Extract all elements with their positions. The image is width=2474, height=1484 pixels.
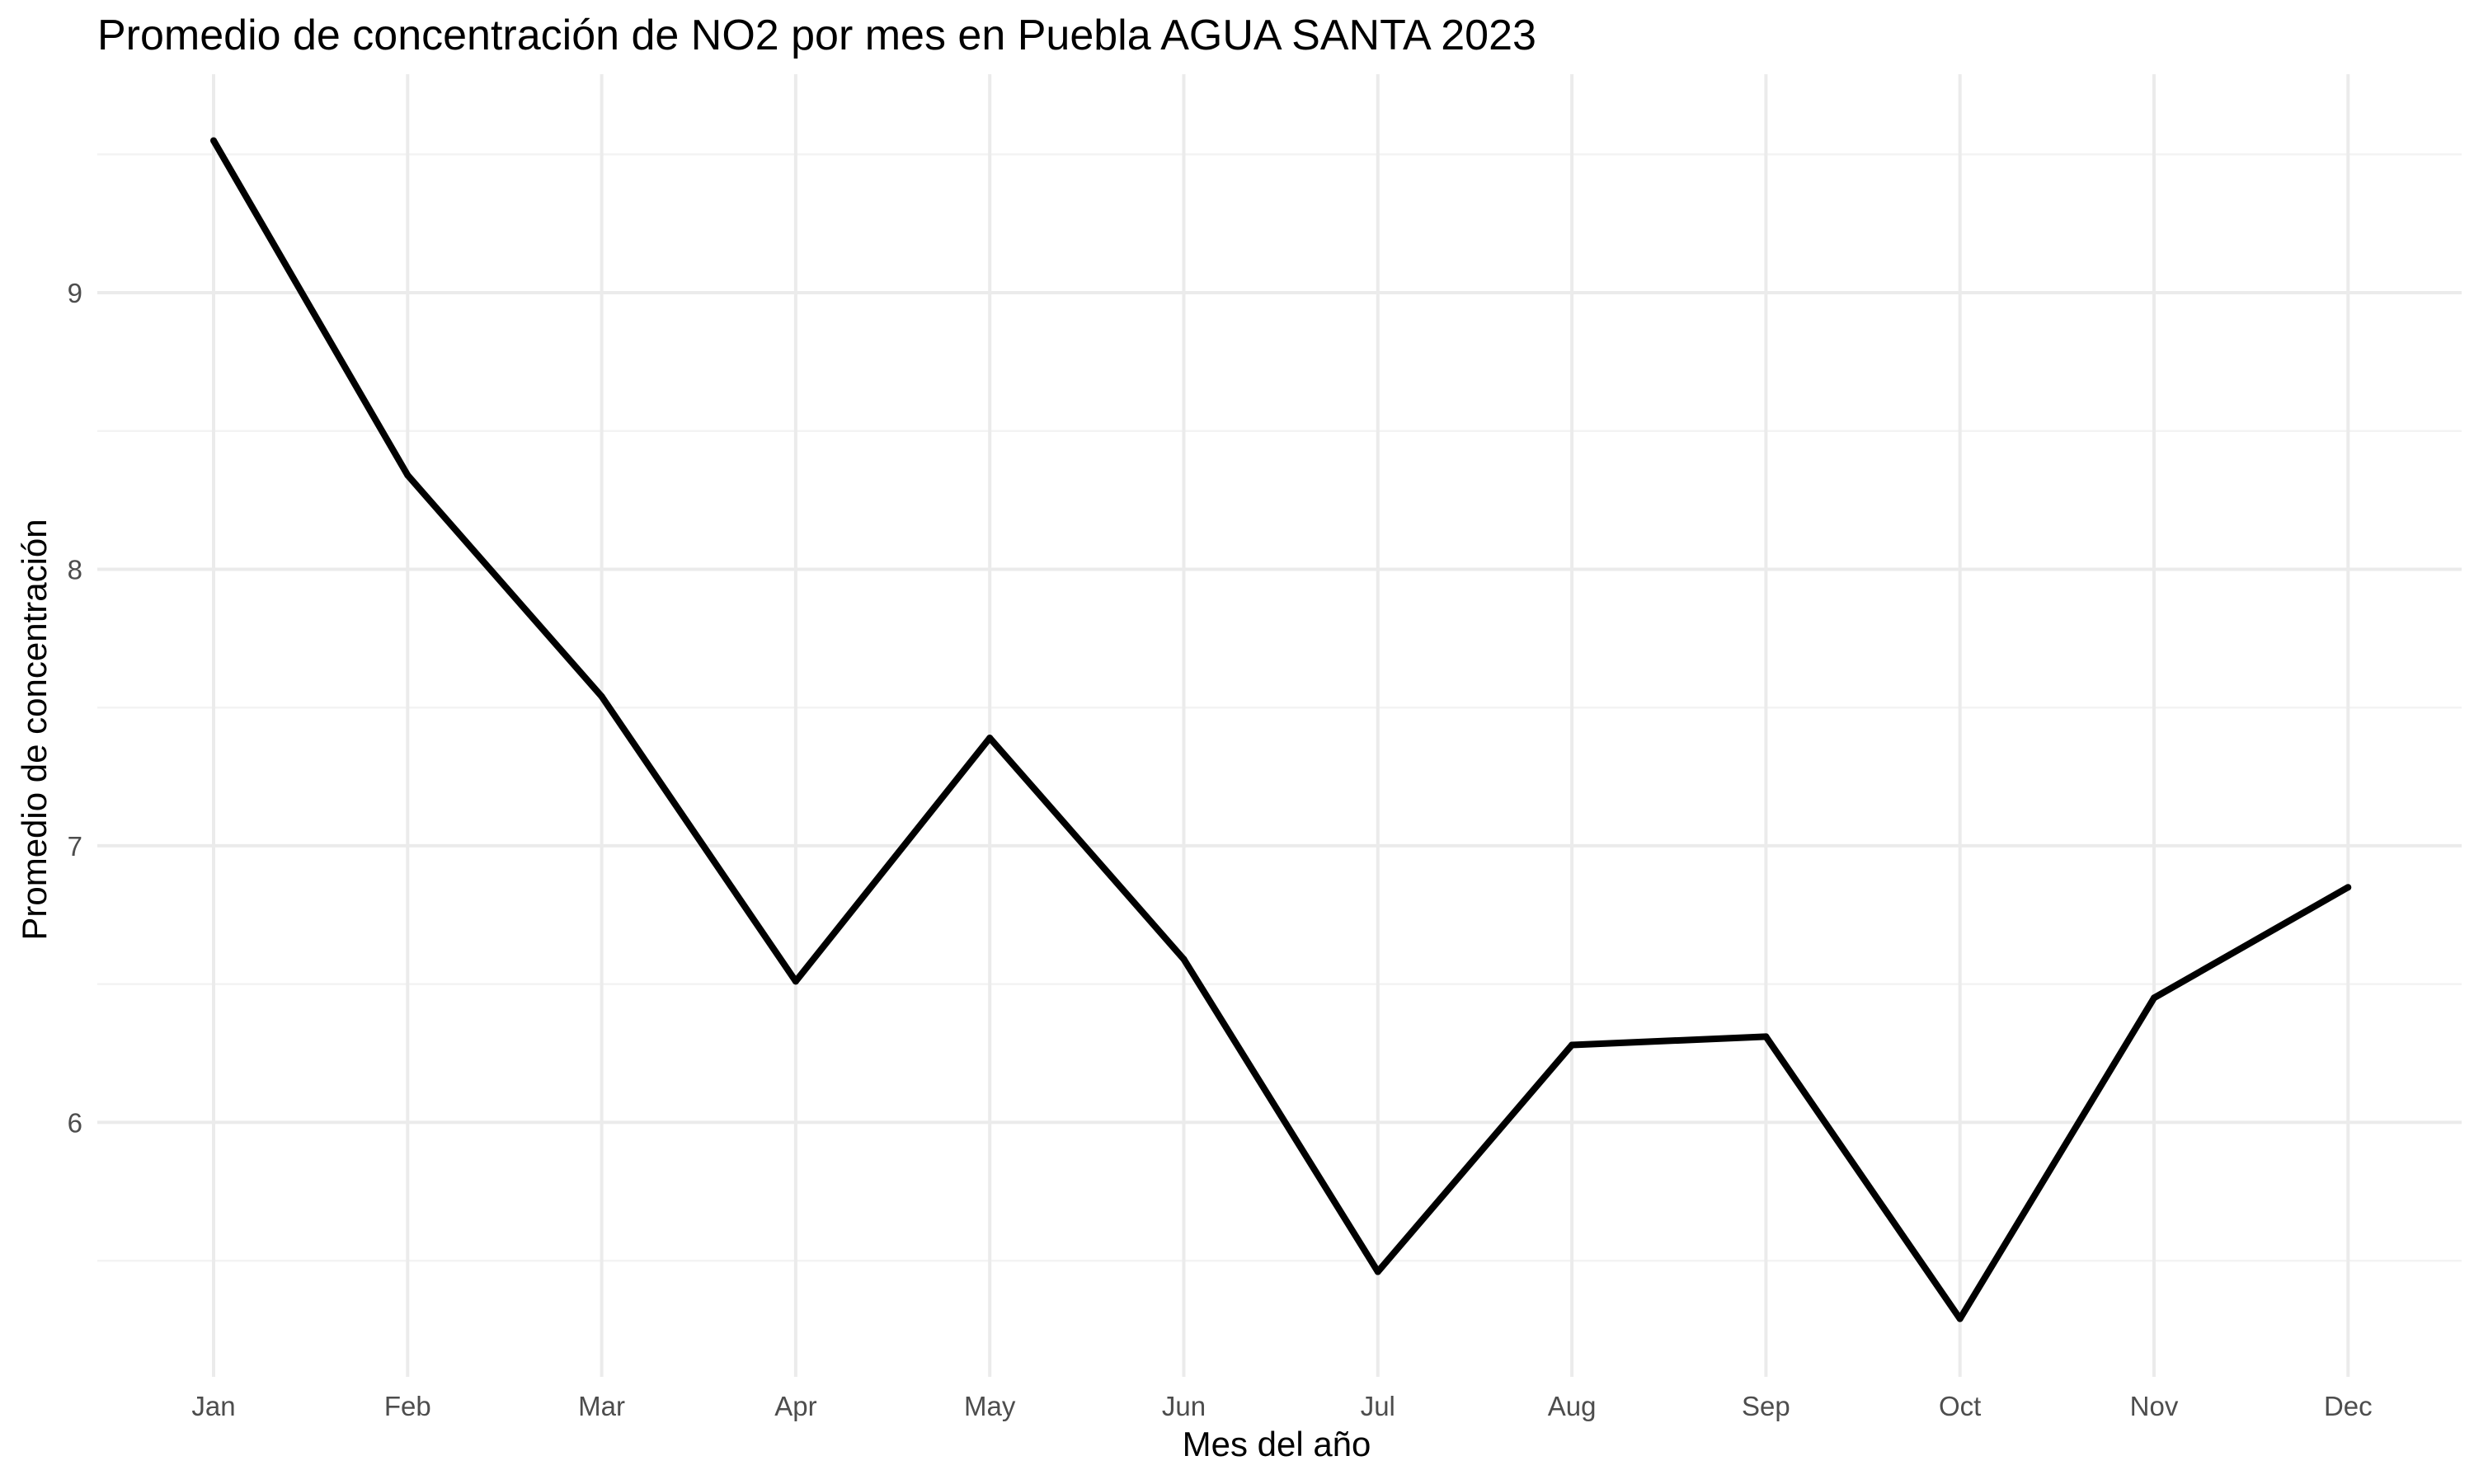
x-tick-label: Nov bbox=[2130, 1391, 2179, 1421]
data-point-aug bbox=[1569, 1041, 1576, 1049]
data-point-jan bbox=[210, 137, 217, 144]
x-axis-title: Mes del año bbox=[1183, 1425, 1371, 1463]
series-layer bbox=[210, 137, 2352, 1322]
x-tick-label: Jun bbox=[1162, 1391, 1206, 1421]
data-point-nov bbox=[2151, 994, 2157, 1002]
data-point-jul bbox=[1374, 1268, 1381, 1275]
x-tick-label: Sep bbox=[1742, 1391, 1790, 1421]
grid-layer bbox=[97, 74, 2462, 1377]
data-point-dec bbox=[2345, 884, 2352, 891]
y-tick-label: 9 bbox=[68, 278, 82, 308]
data-point-oct bbox=[1956, 1315, 1964, 1322]
x-tick-label: May bbox=[964, 1391, 1016, 1421]
x-tick-label: Jul bbox=[1361, 1391, 1395, 1421]
x-axis-tick-labels: Jan Feb Mar Apr May Jun Jul Aug Sep Oct Nov Dec bbox=[191, 1391, 2372, 1421]
data-point-sep bbox=[1762, 1033, 1770, 1040]
y-axis-tick-labels: 6 7 8 9 bbox=[68, 278, 82, 1138]
y-tick-label: 6 bbox=[68, 1107, 82, 1138]
chart-title: Promedio de concentración de NO2 por mes… bbox=[97, 12, 1536, 59]
x-tick-label: Jan bbox=[191, 1391, 235, 1421]
no2-series-line bbox=[210, 139, 2350, 1322]
x-tick-label: Mar bbox=[578, 1391, 625, 1421]
data-point-apr bbox=[792, 978, 799, 985]
y-axis-title: Promedio de concentración bbox=[15, 519, 54, 940]
x-tick-label: Dec bbox=[2324, 1391, 2373, 1421]
x-tick-label: Feb bbox=[384, 1391, 431, 1421]
data-point-may bbox=[986, 735, 994, 742]
data-point-jun bbox=[1180, 956, 1188, 963]
x-tick-label: Oct bbox=[1939, 1391, 1981, 1421]
x-tick-label: Apr bbox=[774, 1391, 816, 1421]
data-point-mar bbox=[598, 693, 605, 700]
y-tick-label: 7 bbox=[68, 831, 82, 862]
y-tick-label: 8 bbox=[68, 554, 82, 585]
x-tick-label: Aug bbox=[1548, 1391, 1597, 1421]
data-point-feb bbox=[404, 472, 412, 479]
